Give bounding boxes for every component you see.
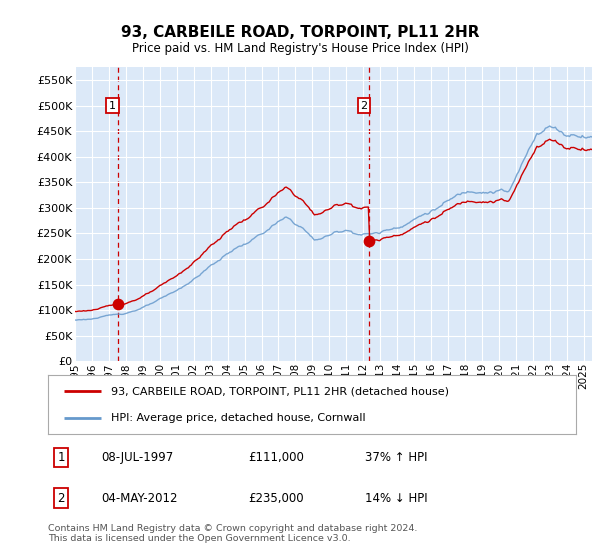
Text: 93, CARBEILE ROAD, TORPOINT, PL11 2HR: 93, CARBEILE ROAD, TORPOINT, PL11 2HR <box>121 25 479 40</box>
Text: 2: 2 <box>58 492 65 505</box>
Point <box>113 300 122 309</box>
Text: Price paid vs. HM Land Registry's House Price Index (HPI): Price paid vs. HM Land Registry's House … <box>131 42 469 55</box>
Text: Contains HM Land Registry data © Crown copyright and database right 2024.
This d: Contains HM Land Registry data © Crown c… <box>48 524 418 543</box>
Text: 37% ↑ HPI: 37% ↑ HPI <box>365 451 427 464</box>
Text: £235,000: £235,000 <box>248 492 304 505</box>
Text: 1: 1 <box>109 101 116 110</box>
Text: 04-MAY-2012: 04-MAY-2012 <box>101 492 178 505</box>
Text: 1: 1 <box>58 451 65 464</box>
Text: 08-JUL-1997: 08-JUL-1997 <box>101 451 173 464</box>
Text: 14% ↓ HPI: 14% ↓ HPI <box>365 492 427 505</box>
Text: £111,000: £111,000 <box>248 451 305 464</box>
Text: 93, CARBEILE ROAD, TORPOINT, PL11 2HR (detached house): 93, CARBEILE ROAD, TORPOINT, PL11 2HR (d… <box>112 386 449 396</box>
Point <box>364 236 374 245</box>
Text: HPI: Average price, detached house, Cornwall: HPI: Average price, detached house, Corn… <box>112 413 366 423</box>
Text: 2: 2 <box>361 101 368 110</box>
